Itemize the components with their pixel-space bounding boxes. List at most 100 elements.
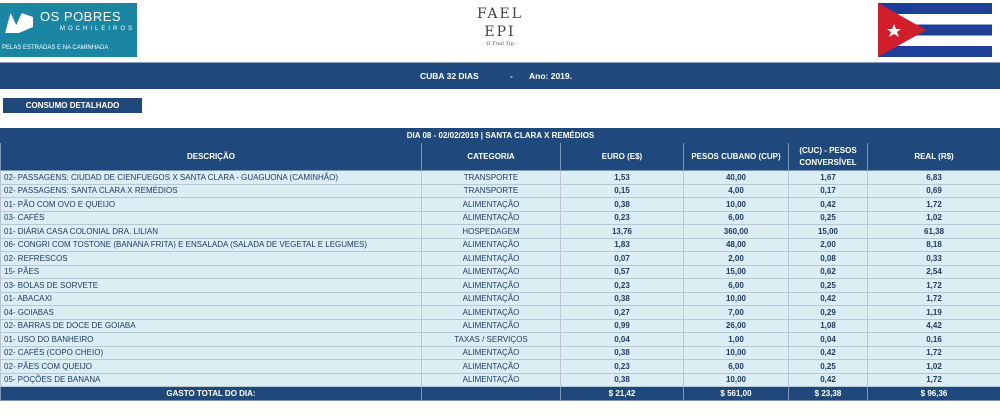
expense-table: DIA 08 - 02/02/2019 | SANTA CLARA X REMÉ… xyxy=(0,128,1000,401)
column-header-real: REAL (R$) xyxy=(866,142,1000,171)
cell-cup: 6,00 xyxy=(683,359,789,374)
total-cuc: $ 23,38 xyxy=(788,386,868,401)
cell-real: 8,18 xyxy=(866,237,1000,252)
cell-descricao: 01- DIÁRIA CASA COLONIAL DRA. LILIAN xyxy=(0,224,422,239)
cell-cuc: 0,42 xyxy=(788,291,868,306)
cell-categoria: ALIMENTAÇÃO xyxy=(421,291,561,306)
cell-real: 1,02 xyxy=(866,210,1000,225)
total-euro: $ 21,42 xyxy=(560,386,684,401)
cell-categoria: ALIMENTAÇÃO xyxy=(421,197,561,212)
cell-cup: 360,00 xyxy=(683,224,789,239)
cell-cuc: 0,04 xyxy=(788,332,868,347)
total-cup: $ 561,00 xyxy=(683,386,789,401)
cell-cup: 48,00 xyxy=(683,237,789,252)
trip-year: Ano: 2019. xyxy=(529,71,572,81)
cell-categoria: TRANSPORTE xyxy=(421,170,561,185)
cell-euro: 0,07 xyxy=(560,251,684,266)
cell-real: 6,83 xyxy=(866,170,1000,185)
table-row: 02- PASSAGENS: SANTA CLARA X REMÉDIOS TRA… xyxy=(0,183,1000,198)
logo-subtitle: MOCHILEIROS xyxy=(60,26,136,32)
cell-categoria: ALIMENTAÇÃO xyxy=(421,345,561,360)
total-categoria xyxy=(421,386,561,401)
cell-descricao: 01- PÃO COM OVO E QUEIJO xyxy=(0,197,422,212)
cell-cup: 10,00 xyxy=(683,197,789,212)
cell-cuc: 0,17 xyxy=(788,183,868,198)
cell-categoria: ALIMENTAÇÃO xyxy=(421,305,561,320)
cell-cup: 6,00 xyxy=(683,210,789,225)
table-row: 02- BARRAS DE DOCE DE GOIABA ALIMENTAÇÃO 0… xyxy=(0,318,1000,333)
logo-title: OS POBRES xyxy=(40,9,122,24)
cell-cup: 2,00 xyxy=(683,251,789,266)
signature-sub: O Trail Tip xyxy=(486,41,514,47)
cell-euro: 0,38 xyxy=(560,291,684,306)
cell-real: 2,54 xyxy=(866,264,1000,279)
cell-cuc: 0,25 xyxy=(788,359,868,374)
header-separator: - xyxy=(510,71,513,81)
cell-euro: 13,76 xyxy=(560,224,684,239)
cell-euro: 1,53 xyxy=(560,170,684,185)
cuba-flag-image xyxy=(878,3,992,57)
column-header-cup: PESOS CUBANO (CUP) xyxy=(683,142,789,171)
cell-real: 0,69 xyxy=(866,183,1000,198)
cell-euro: 0,27 xyxy=(560,305,684,320)
cell-euro: 0,15 xyxy=(560,183,684,198)
cell-descricao: 02- PÃES COM QUEIJO xyxy=(0,359,422,374)
consumo-detalhado-button[interactable]: CONSUMO DETALHADO xyxy=(3,98,142,113)
cell-descricao: 03- CAFÉS xyxy=(0,210,422,225)
cell-descricao: 01- ABACAXI xyxy=(0,291,422,306)
cell-euro: 0,23 xyxy=(560,359,684,374)
table-row: 01- DIÁRIA CASA COLONIAL DRA. LILIAN HOSP… xyxy=(0,224,1000,239)
logo-tagline: PELAS ESTRADAS E NA CAMINHADA xyxy=(2,45,109,51)
cell-cup: 40,00 xyxy=(683,170,789,185)
cell-real: 1,02 xyxy=(866,359,1000,374)
cell-categoria: TAXAS / SERVIÇOS xyxy=(421,332,561,347)
cell-descricao: 05- POÇÕES DE BANANA xyxy=(0,372,422,387)
column-header-cuc: (CUC) - PESOS CONVERSÍVEL xyxy=(788,142,868,171)
cell-cuc: 0,08 xyxy=(788,251,868,266)
cell-real: 0,16 xyxy=(866,332,1000,347)
table-row: 05- POÇÕES DE BANANA ALIMENTAÇÃO 0,38 10,00… xyxy=(0,372,1000,387)
table-row: 02- CAFÉS (COPO CHEIO) ALIMENTAÇÃO 0,38 10,… xyxy=(0,345,1000,360)
cell-euro: 0,38 xyxy=(560,345,684,360)
trip-header-band: CUBA 32 DIAS - Ano: 2019. xyxy=(0,62,1000,89)
cell-euro: 1,83 xyxy=(560,237,684,252)
cell-euro: 0,23 xyxy=(560,210,684,225)
cell-categoria: ALIMENTAÇÃO xyxy=(421,372,561,387)
cell-real: 1,72 xyxy=(866,345,1000,360)
cell-real: 1,72 xyxy=(866,372,1000,387)
cell-real: 0,33 xyxy=(866,251,1000,266)
signature-text: FAEL EPI xyxy=(476,6,524,40)
table-row: 01- ABACAXI ALIMENTAÇÃO 0,38 10,00 0,42 1,72 xyxy=(0,291,1000,306)
cell-descricao: 02- REFRESCOS xyxy=(0,251,422,266)
cell-cup: 15,00 xyxy=(683,264,789,279)
cell-cuc: 0,62 xyxy=(788,264,868,279)
cell-cup: 7,00 xyxy=(683,305,789,320)
cell-real: 61,38 xyxy=(866,224,1000,239)
os-pobres-mochileiros-logo: OS POBRES MOCHILEIROS PELAS ESTRADAS E N… xyxy=(0,3,137,57)
table-row: 01- USO DO BANHEIRO TAXAS / SERVIÇOS 0,04 1… xyxy=(0,332,1000,347)
cell-descricao: 02- PASSAGENS: CIUDAD DE CIENFUEGOS X SA… xyxy=(0,170,422,185)
cell-categoria: ALIMENTAÇÃO xyxy=(421,264,561,279)
cell-euro: 0,04 xyxy=(560,332,684,347)
cell-euro: 0,57 xyxy=(560,264,684,279)
total-label: GASTO TOTAL DO DIA: xyxy=(0,386,422,401)
cell-cup: 10,00 xyxy=(683,291,789,306)
cell-descricao: 02- CAFÉS (COPO CHEIO) xyxy=(0,345,422,360)
cell-euro: 0,23 xyxy=(560,278,684,293)
cell-cup: 6,00 xyxy=(683,278,789,293)
cell-real: 1,72 xyxy=(866,278,1000,293)
table-row: 04- GOIABAS ALIMENTAÇÃO 0,27 7,00 0,29 1,19 xyxy=(0,305,1000,320)
cell-real: 1,19 xyxy=(866,305,1000,320)
mountain-logo-icon xyxy=(5,13,33,33)
table-row: 03- BOLAS DE SORVETE ALIMENTAÇÃO 0,23 6,00 0… xyxy=(0,278,1000,293)
total-row: GASTO TOTAL DO DIA: $ 21,42 $ 561,00 $ 23,3… xyxy=(0,386,1000,401)
table-row: 01- PÃO COM OVO E QUEIJO ALIMENTAÇÃO 0,38 1… xyxy=(0,197,1000,212)
cell-descricao: 06- CONGRI COM TOSTONE (BANANA FRITA) E … xyxy=(0,237,422,252)
cell-cup: 1,00 xyxy=(683,332,789,347)
cell-categoria: HOSPEDAGEM xyxy=(421,224,561,239)
table-row: 06- CONGRI COM TOSTONE (BANANA FRITA) E … xyxy=(0,237,1000,252)
cell-euro: 0,99 xyxy=(560,318,684,333)
column-header-categoria: CATEGORIA xyxy=(421,142,561,171)
total-real: $ 96,36 xyxy=(866,386,1000,401)
cell-cup: 26,00 xyxy=(683,318,789,333)
